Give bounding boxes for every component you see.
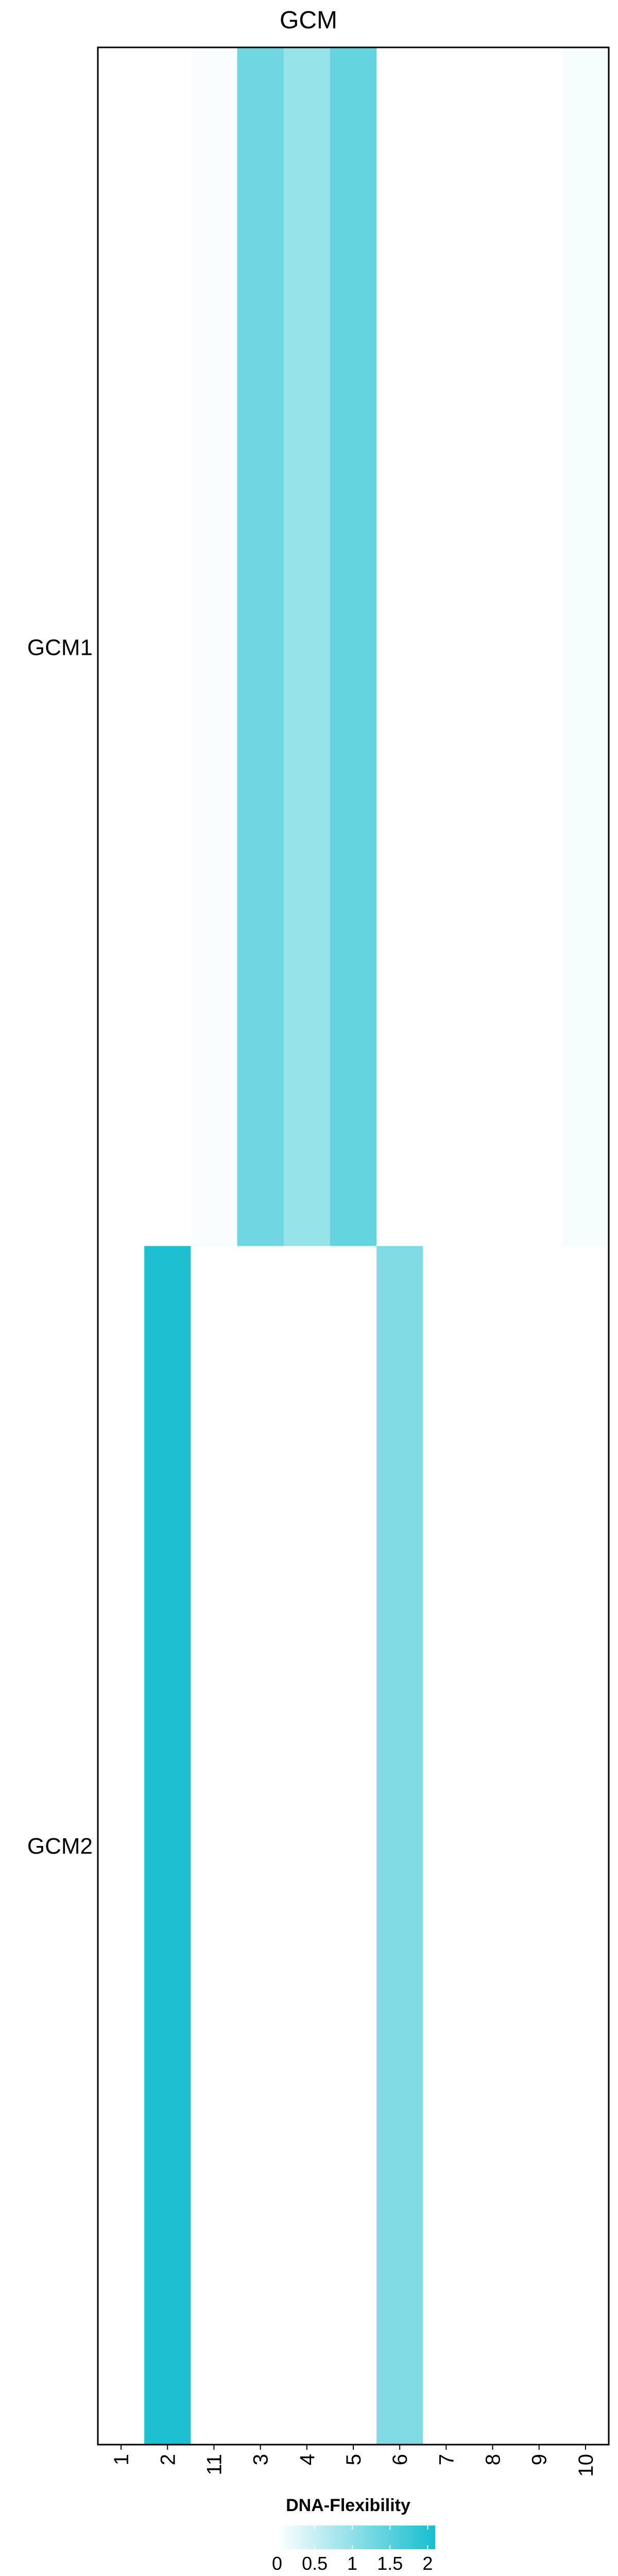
- heatmap-cell: [469, 47, 517, 1246]
- column-label: 9: [528, 2454, 551, 2465]
- legend-tick-label: 2: [422, 2553, 433, 2574]
- column-label: 1: [110, 2454, 133, 2465]
- legend-title: DNA-Flexibility: [286, 2496, 410, 2515]
- column-label: 8: [482, 2454, 505, 2465]
- heatmap-cell: [376, 1246, 423, 2445]
- heatmap-cell: [376, 47, 423, 1246]
- column-label: 6: [389, 2454, 411, 2465]
- heatmap-cell: [423, 47, 470, 1246]
- column-label: 11: [203, 2454, 226, 2476]
- legend-tick-label: 0: [272, 2553, 282, 2574]
- row-label: GCM1: [27, 635, 93, 660]
- heatmap-cell: [191, 1246, 238, 2445]
- row-label: GCM2: [27, 1834, 93, 1859]
- heatmap-cells: [98, 47, 609, 2445]
- column-label: 3: [250, 2454, 272, 2465]
- legend-tick-label: 1.5: [377, 2553, 403, 2574]
- column-label: 2: [157, 2454, 179, 2465]
- heatmap-cell: [144, 47, 191, 1246]
- heatmap-cell: [98, 1246, 145, 2445]
- row-labels: GCM1 GCM2: [27, 635, 93, 1859]
- column-label: 7: [435, 2454, 458, 2465]
- column-label: 4: [296, 2454, 319, 2465]
- column-labels: 1 2 11 3 4 5 6 7 8 9 10: [110, 2445, 597, 2477]
- legend-colorbar: [277, 2526, 435, 2549]
- chart-title: GCM: [280, 7, 337, 34]
- heatmap-cell: [330, 47, 377, 1246]
- column-label: 10: [575, 2454, 597, 2477]
- legend-tick-label: 0.5: [302, 2553, 328, 2574]
- legend-ticks: 0 0.5 1 1.5 2: [272, 2526, 433, 2574]
- heatmap-cell: [191, 47, 238, 1246]
- heatmap-cell: [423, 1246, 470, 2445]
- heatmap-cell: [283, 47, 331, 1246]
- heatmap-cell: [516, 1246, 563, 2445]
- heatmap-cell: [237, 1246, 284, 2445]
- heatmap-cell: [283, 1246, 331, 2445]
- heatmap-cell: [562, 1246, 609, 2445]
- legend-tick-label: 1: [347, 2553, 357, 2574]
- heatmap-cell: [144, 1246, 191, 2445]
- heatmap-cell: [330, 1246, 377, 2445]
- heatmap-cell: [237, 47, 284, 1246]
- legend: DNA-Flexibility 0 0.5 1 1.5 2: [272, 2496, 435, 2574]
- heatmap-cell: [98, 47, 145, 1246]
- column-label: 5: [342, 2454, 365, 2465]
- heatmap-cell: [562, 47, 609, 1246]
- heatmap-cell: [516, 47, 563, 1246]
- heatmap-cell: [469, 1246, 517, 2445]
